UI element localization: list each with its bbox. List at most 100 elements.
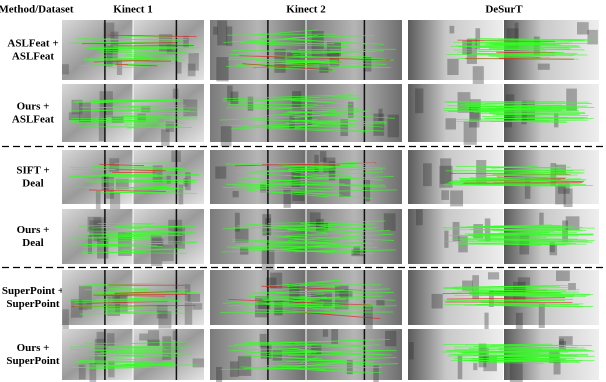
row-label: ASLFeat: [12, 51, 55, 63]
image-detail: [174, 227, 185, 248]
image-detail: [97, 237, 108, 259]
image-detail: [107, 333, 115, 346]
image-detail: [193, 358, 204, 367]
row-label: Deal: [22, 178, 43, 190]
image-pair: [408, 20, 599, 84]
image-detail: [550, 244, 557, 256]
image-detail: [379, 109, 383, 122]
row-label: SuperPoint +: [2, 285, 64, 297]
image-pair: [210, 209, 402, 273]
image-detail: [217, 20, 227, 45]
row-label: Ours +: [17, 342, 50, 354]
image-detail: [415, 88, 423, 113]
image-detail: [447, 59, 458, 75]
image-detail: [193, 303, 203, 310]
image-detail: [320, 151, 326, 162]
image-detail: [274, 49, 285, 73]
image-detail: [518, 277, 530, 285]
image-pair: [62, 270, 204, 332]
image-pair: [62, 84, 204, 146]
image-detail: [473, 363, 477, 370]
image-detail: [216, 57, 228, 81]
image-pair: [408, 270, 599, 335]
image-detail: [215, 166, 226, 178]
image-pair: [210, 84, 402, 147]
image-detail: [158, 311, 171, 328]
image-detail: [226, 26, 232, 45]
image-pair: [408, 209, 599, 264]
image-detail: [112, 117, 124, 123]
image-detail: [473, 66, 484, 84]
row-label: Ours +: [17, 101, 50, 113]
image-detail: [441, 190, 449, 200]
image-pair: [62, 329, 204, 382]
image-detail: [577, 22, 589, 34]
image-detail: [385, 331, 396, 346]
image-detail: [556, 271, 570, 281]
image-detail: [539, 213, 543, 226]
image-detail: [248, 97, 253, 111]
image-detail: [177, 62, 182, 73]
match-line: [471, 47, 569, 48]
image-detail: [62, 309, 69, 332]
image-detail: [227, 85, 233, 101]
image-pair: [62, 20, 204, 80]
image-detail: [110, 192, 120, 210]
image-detail: [221, 126, 232, 146]
image-detail: [139, 333, 148, 340]
row-label: SuperPoint: [6, 298, 60, 310]
row-label: ASLFeat +: [7, 38, 58, 50]
column-header: Kinect 1: [113, 4, 152, 16]
image-detail: [416, 209, 423, 225]
row-label: Ours +: [17, 224, 50, 236]
row-label: Deal: [22, 237, 43, 249]
image-pair: [408, 329, 599, 382]
image-detail: [108, 361, 114, 377]
image-pair: [408, 84, 599, 145]
image-detail: [488, 272, 499, 279]
image-detail: [409, 342, 414, 359]
image-detail: [188, 64, 196, 77]
column-header: Method/Dataset: [0, 4, 74, 16]
image-detail: [444, 231, 448, 248]
image-detail: [510, 362, 523, 382]
image-detail: [339, 291, 352, 297]
image-detail: [376, 300, 384, 306]
image-detail: [446, 118, 456, 129]
image-detail: [432, 294, 443, 309]
row-label: SIFT +: [16, 165, 49, 177]
image-detail: [62, 64, 69, 74]
image-detail: [188, 294, 200, 302]
image-detail: [384, 213, 396, 231]
image-detail: [450, 190, 463, 206]
row-label: ASLFeat: [12, 114, 55, 126]
row-label: SuperPoint: [6, 355, 60, 367]
image-detail: [100, 91, 113, 117]
image-detail: [587, 30, 597, 45]
image-detail: [538, 64, 550, 70]
image-detail: [323, 329, 328, 336]
image-pair: [62, 209, 204, 266]
column-header: DeSurT: [485, 4, 523, 16]
image-detail: [458, 355, 463, 379]
image-pair: [62, 150, 204, 214]
match-line: [220, 312, 393, 313]
image-detail: [568, 283, 576, 290]
figure: Method/Dataset Kinect 1 Kinect 2 DeSurT …: [0, 0, 606, 382]
image-pair: [210, 20, 402, 81]
match-line: [72, 169, 185, 170]
image-detail: [365, 307, 372, 332]
image-detail: [450, 26, 455, 34]
image-detail: [185, 303, 192, 325]
image-pair: [210, 329, 402, 382]
image-detail: [339, 178, 350, 196]
image-detail: [238, 355, 251, 375]
image-detail: [373, 365, 378, 382]
image-pair: [210, 270, 402, 332]
image-pair: [408, 150, 599, 207]
image-detail: [233, 191, 239, 197]
image-detail: [539, 304, 545, 328]
image-detail: [340, 119, 348, 136]
image-pair: [210, 150, 402, 208]
column-header: Kinect 2: [286, 4, 326, 16]
